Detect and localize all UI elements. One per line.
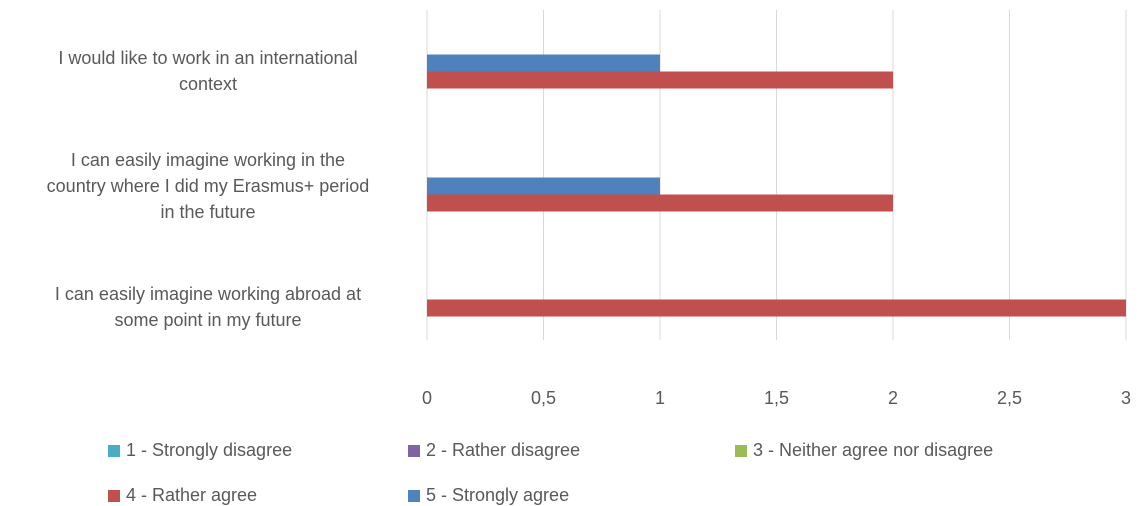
category-label-line: I can easily imagine working in the [70, 150, 346, 170]
bar [427, 71, 893, 89]
bar [427, 177, 660, 195]
category-label: I can easily imagine working in the count… [8, 147, 408, 225]
category-label-line: some point in my future [114, 310, 302, 330]
x-tick-label: 1,5 [764, 388, 789, 408]
legend-label: 5 - Strongly agree [426, 485, 570, 505]
bar [427, 54, 660, 72]
legend-item: 4 - Rather agree [108, 485, 257, 506]
category-label-line: I would like to work in an international [58, 48, 358, 68]
bar-chart: 0 0,5 1 1,5 2 2,5 3 [422, 10, 1131, 408]
legend: 1 - Strongly disagree 2 - Rather disagree… [108, 440, 1128, 506]
legend-label: 4 - Rather agree [126, 485, 258, 505]
category-label-line: I can easily imagine working abroad at [54, 284, 362, 304]
legend-label: 3 - Neither agree nor disagree [753, 440, 994, 460]
category-label-line: country where I did my Erasmus+ period [46, 176, 370, 196]
legend-swatch [108, 444, 120, 457]
legend-swatch [735, 444, 747, 457]
category-label-line: context [178, 74, 238, 94]
legend-item: 2 - Rather disagree [408, 440, 580, 461]
legend-item: 1 - Strongly disagree [108, 440, 292, 461]
category-label: I can easily imagine working abroad at so… [8, 281, 408, 333]
bar [427, 299, 1126, 317]
bar [427, 194, 893, 212]
x-tick-label: 1 [655, 388, 665, 408]
legend-label: 2 - Rather disagree [426, 440, 581, 460]
legend-item: 3 - Neither agree nor disagree [735, 440, 993, 461]
x-tick-label: 0 [422, 388, 432, 408]
x-tick-label: 2,5 [997, 388, 1022, 408]
x-tick-label: 0,5 [531, 388, 556, 408]
legend-swatch [108, 489, 120, 502]
legend-item: 5 - Strongly agree [408, 485, 569, 506]
legend-swatch [408, 489, 420, 502]
legend-label: 1 - Strongly disagree [126, 440, 293, 460]
category-label-line: in the future [160, 202, 256, 222]
x-tick-label: 2 [888, 388, 898, 408]
x-tick-label: 3 [1121, 388, 1131, 408]
legend-swatch [408, 444, 420, 457]
category-label: I would like to work in an international… [8, 45, 408, 97]
